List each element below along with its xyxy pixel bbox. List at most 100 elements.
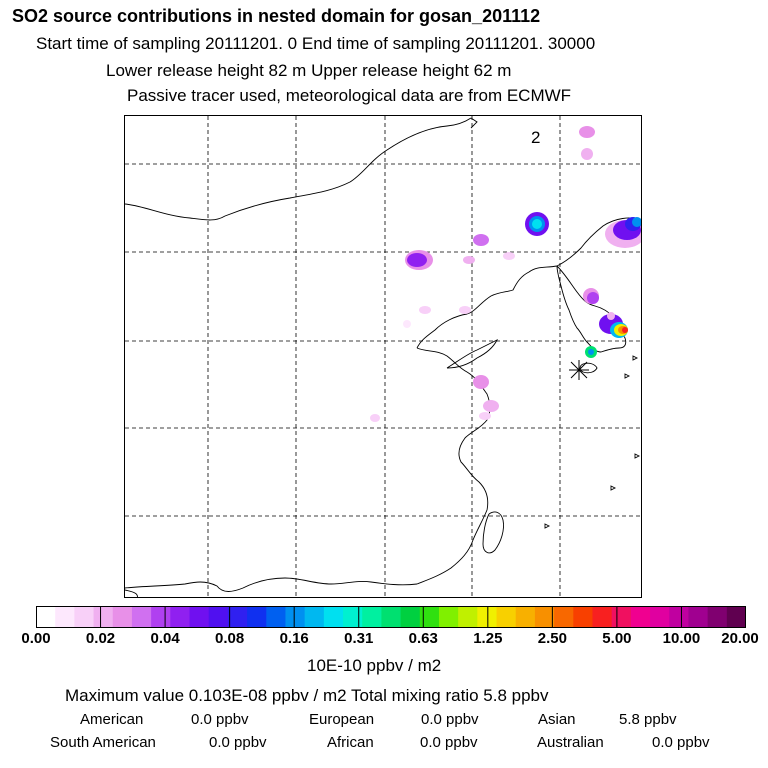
plume-cell <box>607 312 615 320</box>
plume-northeast <box>605 217 641 248</box>
colorbar-tick-label: 10.00 <box>662 630 701 647</box>
african-value: 0.0 ppbv <box>420 734 478 751</box>
colorbar-swatch <box>151 606 171 628</box>
coast-segment <box>125 589 138 597</box>
colorbar-swatch <box>189 606 210 628</box>
plume-cell <box>532 219 542 229</box>
colorbar-tick-label: 2.50 <box>537 630 567 647</box>
colorbar <box>36 606 746 628</box>
colorbar-swatch <box>227 606 248 628</box>
colorbar-border <box>36 606 746 628</box>
jeju-island <box>579 362 598 374</box>
colorbar-swatch <box>131 606 152 628</box>
border-segment <box>470 117 478 129</box>
colorbar-swatch <box>93 606 114 628</box>
colorbar-tick-label: 0.02 <box>85 630 116 647</box>
plume-cell <box>473 234 489 246</box>
plume-cell <box>588 349 594 355</box>
colorbar-swatch <box>669 606 689 628</box>
american-label: American <box>80 711 144 728</box>
plume-mongolia <box>525 126 595 236</box>
colorbar-swatch <box>419 606 440 628</box>
taiwan-island <box>482 511 504 554</box>
colorbar-swatch <box>515 606 536 628</box>
colorbar-swatch <box>592 606 613 628</box>
colorbar-swatch <box>55 606 75 628</box>
colorbar-tick-label: 1.25 <box>473 630 503 647</box>
european-value: 0.0 ppbv <box>421 711 479 728</box>
plume-shandong <box>473 375 499 420</box>
asian-value: 5.8 ppbv <box>619 711 677 728</box>
china-korea-border <box>556 217 641 267</box>
colorbar-swatch <box>438 606 459 628</box>
plume-cell <box>463 256 475 264</box>
colorbar-tick-label: 5.00 <box>602 630 632 647</box>
plume-north-china <box>370 234 515 422</box>
panel-label: 2 <box>531 128 540 147</box>
south-american-value: 0.0 ppbv <box>209 734 267 751</box>
colorbar-swatch <box>74 606 95 628</box>
australian-label: Australian <box>537 734 604 751</box>
plume-korea <box>583 288 628 358</box>
colorbar-swatch <box>381 606 402 628</box>
african-label: African <box>327 734 374 751</box>
colorbar-swatch <box>208 606 229 628</box>
american-value: 0.0 ppbv <box>191 711 249 728</box>
receptor-marker <box>569 360 589 380</box>
island <box>634 453 641 459</box>
island <box>632 355 639 361</box>
colorbar-ticks: 0.00 0.02 0.04 0.08 0.16 0.31 0.63 1.25 2.50 5.00… <box>0 630 768 650</box>
plume-cell <box>479 412 491 420</box>
colorbar-swatch <box>611 606 632 628</box>
south-american-label: South American <box>50 734 156 751</box>
plume-cell <box>483 400 499 412</box>
colorbar-swatch <box>285 606 306 628</box>
australian-value: 0.0 ppbv <box>652 734 710 751</box>
colorbar-swatch <box>266 606 286 628</box>
grid-lines <box>125 116 641 597</box>
release-height-line: Lower release height 82 m Upper release … <box>106 61 512 80</box>
plume-cell <box>587 292 599 304</box>
map-svg: 2 <box>125 116 641 597</box>
plume-cell <box>622 327 628 333</box>
colorbar-tick-label: 20.00 <box>721 630 759 647</box>
colorbar-swatch <box>362 606 382 628</box>
island <box>544 523 551 529</box>
coastlines <box>125 117 641 597</box>
colorbar-swatch <box>112 606 133 628</box>
colorbar-swatch <box>343 606 363 628</box>
plume-cell <box>579 126 595 138</box>
colorbar-swatch <box>477 606 498 628</box>
korean-peninsula <box>556 265 627 353</box>
colorbar-tick-label: 0.31 <box>344 630 374 647</box>
plume-cell <box>473 375 489 389</box>
colorbar-tick-label: 0.08 <box>215 630 245 647</box>
map-panel: 2 <box>124 115 642 598</box>
summary-max-line: Maximum value 0.103E-08 ppbv / m2 Total … <box>65 686 549 705</box>
tracer-info-line: Passive tracer used, meteorological data… <box>127 86 572 105</box>
colorbar-tick-label: 0.04 <box>150 630 180 647</box>
european-label: European <box>309 711 375 728</box>
colorbar-swatch <box>247 606 267 628</box>
china-east-coast <box>416 347 491 585</box>
island <box>610 485 617 491</box>
liaodong-coast <box>416 265 558 349</box>
colorbar-units: 10E-10 ppbv / m2 <box>307 656 442 675</box>
colorbar-swatch <box>496 606 517 628</box>
sampling-time-line: Start time of sampling 20111201. 0 End t… <box>36 34 596 53</box>
colorbar-swatch <box>650 606 670 628</box>
colorbar-tick-label: 0.00 <box>21 630 51 647</box>
south-china-coast <box>125 577 418 592</box>
colorbar-tick-label: 0.63 <box>408 630 438 647</box>
plume-cell <box>419 306 431 314</box>
colorbar-swatch <box>688 606 709 628</box>
plume-cell <box>632 217 641 227</box>
colorbar-swatch <box>458 606 478 628</box>
plume-cell <box>370 414 380 422</box>
colorbar-swatch <box>323 606 344 628</box>
colorbar-swatch <box>534 606 555 628</box>
colorbar-swatch <box>573 606 593 628</box>
colorbar-tick-label: 0.16 <box>279 630 309 647</box>
shandong-peninsula <box>446 338 499 369</box>
asian-label: Asian <box>538 711 576 728</box>
